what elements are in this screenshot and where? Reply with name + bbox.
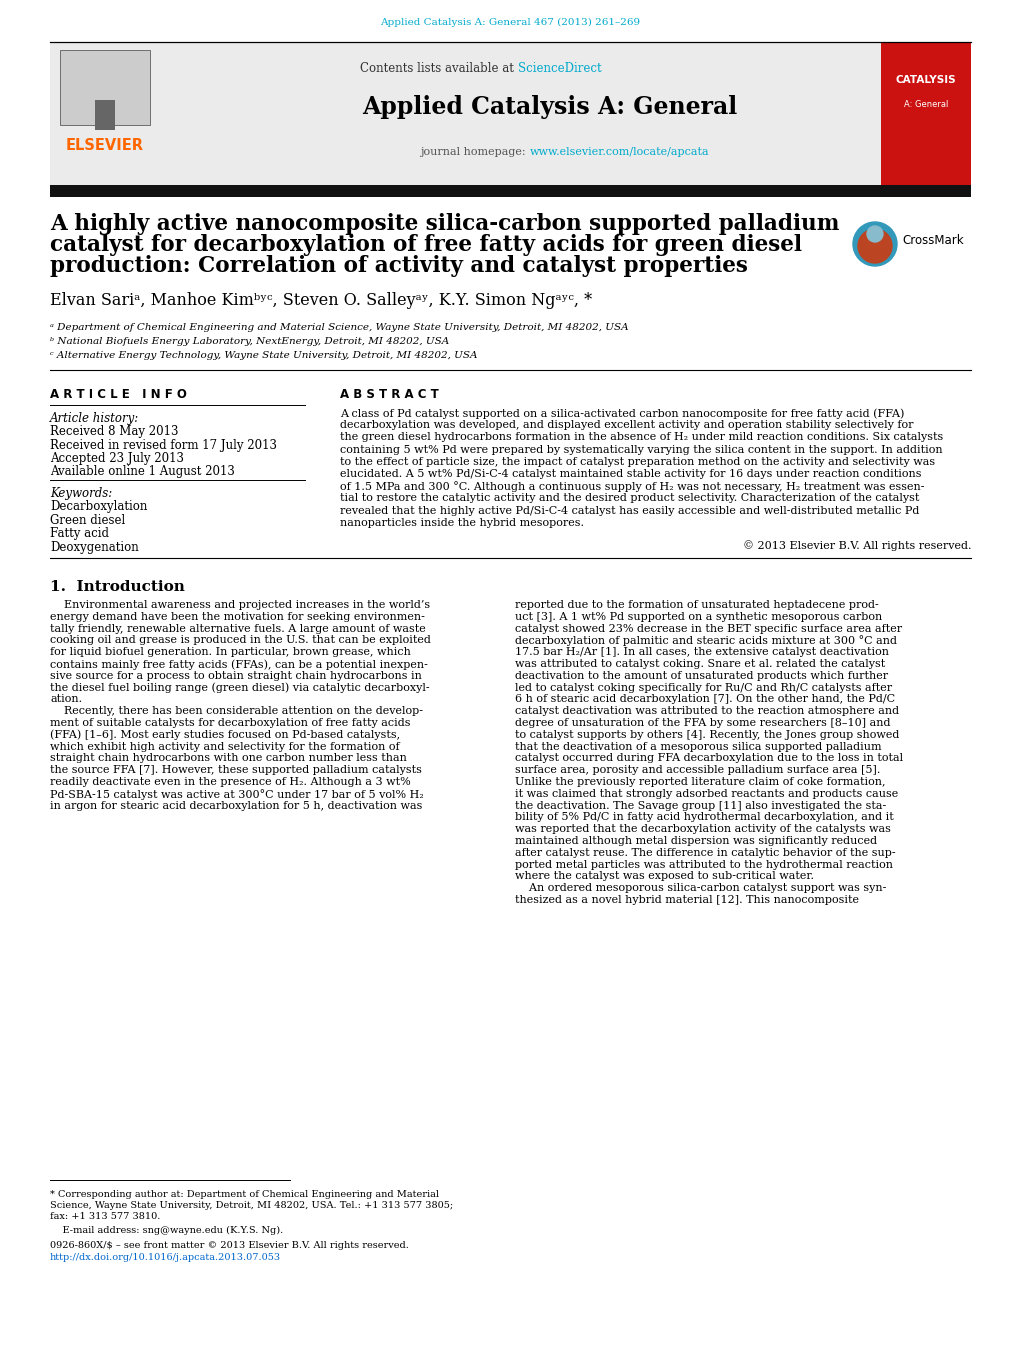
Text: elucidated. A 5 wt% Pd/Si-C-4 catalyst maintained stable activity for 16 days un: elucidated. A 5 wt% Pd/Si-C-4 catalyst m… [340, 469, 922, 480]
Text: 6 h of stearic acid decarboxylation [7]. On the other hand, the Pd/C: 6 h of stearic acid decarboxylation [7].… [515, 694, 895, 704]
Text: Accepted 23 July 2013: Accepted 23 July 2013 [50, 453, 184, 465]
Text: tally friendly, renewable alternative fuels. A large amount of waste: tally friendly, renewable alternative fu… [50, 624, 426, 634]
Text: the source FFA [7]. However, these supported palladium catalysts: the source FFA [7]. However, these suppo… [50, 765, 422, 775]
Text: Environmental awareness and projected increases in the world’s: Environmental awareness and projected in… [50, 600, 430, 611]
Text: Elvan Sariᵃ, Manhoe Kimᵇʸᶜ, Steven O. Salleyᵃʸ, K.Y. Simon Ngᵃʸᶜ, *: Elvan Sariᵃ, Manhoe Kimᵇʸᶜ, Steven O. Sa… [50, 292, 592, 309]
Text: ScienceDirect: ScienceDirect [518, 62, 601, 76]
Bar [60, 50, 150, 126]
Text: reported due to the formation of unsaturated heptadecene prod-: reported due to the formation of unsatur… [515, 600, 879, 611]
Text: Decarboxylation: Decarboxylation [50, 500, 147, 513]
Text: of 1.5 MPa and 300 °C. Although a continuous supply of H₂ was not necessary, H₂ : of 1.5 MPa and 300 °C. Although a contin… [340, 481, 924, 492]
Text: ᵃ Department of Chemical Engineering and Material Science, Wayne State Universit: ᵃ Department of Chemical Engineering and… [50, 323, 629, 332]
Text: catalyst deactivation was attributed to the reaction atmosphere and: catalyst deactivation was attributed to … [515, 707, 900, 716]
Text: decarboxylation was developed, and displayed excellent activity and operation st: decarboxylation was developed, and displ… [340, 420, 914, 430]
Text: maintained although metal dispersion was significantly reduced: maintained although metal dispersion was… [515, 836, 877, 846]
Text: deactivation to the amount of unsaturated products which further: deactivation to the amount of unsaturate… [515, 671, 888, 681]
Text: ᶜ Alternative Energy Technology, Wayne State University, Detroit, MI 48202, USA: ᶜ Alternative Energy Technology, Wayne S… [50, 351, 478, 359]
Text: which exhibit high activity and selectivity for the formation of: which exhibit high activity and selectiv… [50, 742, 399, 751]
Text: the green diesel hydrocarbons formation in the absence of H₂ under mild reaction: the green diesel hydrocarbons formation … [340, 432, 943, 442]
Text: where the catalyst was exposed to sub-critical water.: where the catalyst was exposed to sub-cr… [515, 871, 814, 881]
Text: http://dx.doi.org/10.1016/j.apcata.2013.07.053: http://dx.doi.org/10.1016/j.apcata.2013.… [50, 1252, 281, 1262]
Text: Received 8 May 2013: Received 8 May 2013 [50, 426, 179, 438]
Text: catalyst for decarboxylation of free fatty acids for green diesel: catalyst for decarboxylation of free fat… [50, 234, 803, 255]
Circle shape [867, 226, 883, 242]
Text: to catalyst supports by others [4]. Recently, the Jones group showed: to catalyst supports by others [4]. Rece… [515, 730, 900, 740]
Text: Unlike the previously reported literature claim of coke formation,: Unlike the previously reported literatur… [515, 777, 885, 788]
Text: in argon for stearic acid decarboxylation for 5 h, deactivation was: in argon for stearic acid decarboxylatio… [50, 801, 423, 811]
Text: Deoxygenation: Deoxygenation [50, 540, 139, 554]
Text: E-mail address: sng@wayne.edu (K.Y.S. Ng).: E-mail address: sng@wayne.edu (K.Y.S. Ng… [50, 1225, 283, 1235]
Text: production: Correlation of activity and catalyst properties: production: Correlation of activity and … [50, 255, 747, 277]
Text: © 2013 Elsevier B.V. All rights reserved.: © 2013 Elsevier B.V. All rights reserved… [742, 540, 971, 551]
Text: containing 5 wt% Pd were prepared by systematically varying the silica content i: containing 5 wt% Pd were prepared by sys… [340, 444, 942, 454]
Text: tial to restore the catalytic activity and the desired product selectivity. Char: tial to restore the catalytic activity a… [340, 493, 919, 504]
Text: was attributed to catalyst coking. Snare et al. related the catalyst: was attributed to catalyst coking. Snare… [515, 659, 885, 669]
Text: * Corresponding author at: Department of Chemical Engineering and Material: * Corresponding author at: Department of… [50, 1190, 439, 1198]
Text: ELSEVIER: ELSEVIER [66, 138, 144, 153]
Text: cooking oil and grease is produced in the U.S. that can be exploited: cooking oil and grease is produced in th… [50, 635, 431, 646]
Text: CATALYSIS: CATALYSIS [895, 76, 957, 85]
Text: Recently, there has been considerable attention on the develop-: Recently, there has been considerable at… [50, 707, 423, 716]
Text: Contents lists available at: Contents lists available at [359, 62, 518, 76]
Text: ment of suitable catalysts for decarboxylation of free fatty acids: ment of suitable catalysts for decarboxy… [50, 717, 410, 728]
Text: 0926-860X/$ – see front matter © 2013 Elsevier B.V. All rights reserved.: 0926-860X/$ – see front matter © 2013 El… [50, 1242, 408, 1250]
Text: energy demand have been the motivation for seeking environmen-: energy demand have been the motivation f… [50, 612, 425, 621]
Bar [50, 43, 971, 185]
Text: degree of unsaturation of the FFA by some researchers [8–10] and: degree of unsaturation of the FFA by som… [515, 717, 890, 728]
Text: surface area, porosity and accessible palladium surface area [5].: surface area, porosity and accessible pa… [515, 765, 880, 775]
Text: Keywords:: Keywords: [50, 486, 112, 500]
Text: catalyst showed 23% decrease in the BET specific surface area after: catalyst showed 23% decrease in the BET … [515, 624, 903, 634]
Text: ᵇ National Biofuels Energy Laboratory, NextEnergy, Detroit, MI 48202, USA: ᵇ National Biofuels Energy Laboratory, N… [50, 336, 449, 346]
Bar [50, 185, 971, 197]
Circle shape [853, 222, 897, 266]
Text: CrossMark: CrossMark [902, 234, 964, 246]
Text: An ordered mesoporous silica-carbon catalyst support was syn-: An ordered mesoporous silica-carbon cata… [515, 884, 886, 893]
Text: A R T I C L E   I N F O: A R T I C L E I N F O [50, 388, 187, 401]
Text: sive source for a process to obtain straight chain hydrocarbons in: sive source for a process to obtain stra… [50, 671, 422, 681]
Text: Pd-SBA-15 catalyst was active at 300°C under 17 bar of 5 vol% H₂: Pd-SBA-15 catalyst was active at 300°C u… [50, 789, 424, 800]
Text: straight chain hydrocarbons with one carbon number less than: straight chain hydrocarbons with one car… [50, 754, 407, 763]
Text: A class of Pd catalyst supported on a silica-activated carbon nanocomposite for : A class of Pd catalyst supported on a si… [340, 408, 905, 419]
Text: Science, Wayne State University, Detroit, MI 48202, USA. Tel.: +1 313 577 3805;: Science, Wayne State University, Detroit… [50, 1201, 453, 1210]
Circle shape [858, 230, 892, 263]
Text: 1.  Introduction: 1. Introduction [50, 580, 185, 594]
Text: Applied Catalysis A: General 467 (2013) 261–269: Applied Catalysis A: General 467 (2013) … [381, 18, 640, 27]
Text: Article history:: Article history: [50, 412, 139, 426]
Text: thesized as a novel hybrid material [12]. This nanocomposite: thesized as a novel hybrid material [12]… [515, 894, 859, 905]
Text: that the deactivation of a mesoporous silica supported palladium: that the deactivation of a mesoporous si… [515, 742, 881, 751]
Text: A: General: A: General [904, 100, 949, 109]
Text: readily deactivate even in the presence of H₂. Although a 3 wt%: readily deactivate even in the presence … [50, 777, 410, 788]
Text: was reported that the decarboxylation activity of the catalysts was: was reported that the decarboxylation ac… [515, 824, 891, 834]
Text: fax: +1 313 577 3810.: fax: +1 313 577 3810. [50, 1212, 160, 1221]
Text: revealed that the highly active Pd/Si-C-4 catalyst has easily accessible and wel: revealed that the highly active Pd/Si-C-… [340, 505, 919, 516]
Text: Applied Catalysis A: General: Applied Catalysis A: General [361, 95, 737, 119]
Text: bility of 5% Pd/C in fatty acid hydrothermal decarboxylation, and it: bility of 5% Pd/C in fatty acid hydrothe… [515, 812, 893, 823]
Text: 17.5 bar H₂/Ar [1]. In all cases, the extensive catalyst deactivation: 17.5 bar H₂/Ar [1]. In all cases, the ex… [515, 647, 889, 657]
Text: journal homepage:: journal homepage: [421, 147, 530, 157]
Text: to the effect of particle size, the impact of catalyst preparation method on the: to the effect of particle size, the impa… [340, 457, 935, 467]
Text: A highly active nanocomposite silica-carbon supported palladium: A highly active nanocomposite silica-car… [50, 213, 839, 235]
Text: the deactivation. The Savage group [11] also investigated the sta-: the deactivation. The Savage group [11] … [515, 801, 886, 811]
Text: A B S T R A C T: A B S T R A C T [340, 388, 439, 401]
Text: decarboxylation of palmitic and stearic acids mixture at 300 °C and: decarboxylation of palmitic and stearic … [515, 635, 897, 646]
Text: contains mainly free fatty acids (FFAs), can be a potential inexpen-: contains mainly free fatty acids (FFAs),… [50, 659, 428, 670]
Bar [95, 100, 115, 130]
Text: the diesel fuel boiling range (green diesel) via catalytic decarboxyl-: the diesel fuel boiling range (green die… [50, 682, 430, 693]
Text: ation.: ation. [50, 694, 82, 704]
Text: (FFA) [1–6]. Most early studies focused on Pd-based catalysts,: (FFA) [1–6]. Most early studies focused … [50, 730, 400, 740]
Text: Green diesel: Green diesel [50, 513, 126, 527]
Text: led to catalyst coking specifically for Ru/C and Rh/C catalysts after: led to catalyst coking specifically for … [515, 682, 892, 693]
Bar [881, 43, 971, 185]
Text: Received in revised form 17 July 2013: Received in revised form 17 July 2013 [50, 439, 277, 451]
Text: after catalyst reuse. The difference in catalytic behavior of the sup-: after catalyst reuse. The difference in … [515, 848, 895, 858]
Text: for liquid biofuel generation. In particular, brown grease, which: for liquid biofuel generation. In partic… [50, 647, 410, 657]
Text: it was claimed that strongly adsorbed reactants and products cause: it was claimed that strongly adsorbed re… [515, 789, 898, 798]
Text: Fatty acid: Fatty acid [50, 527, 109, 540]
Text: ported metal particles was attributed to the hydrothermal reaction: ported metal particles was attributed to… [515, 859, 893, 870]
Text: Available online 1 August 2013: Available online 1 August 2013 [50, 466, 235, 478]
Text: nanoparticles inside the hybrid mesopores.: nanoparticles inside the hybrid mesopore… [340, 517, 584, 528]
Text: www.elsevier.com/locate/apcata: www.elsevier.com/locate/apcata [530, 147, 710, 157]
Text: uct [3]. A 1 wt% Pd supported on a synthetic mesoporous carbon: uct [3]. A 1 wt% Pd supported on a synth… [515, 612, 882, 621]
Text: catalyst occurred during FFA decarboxylation due to the loss in total: catalyst occurred during FFA decarboxyla… [515, 754, 904, 763]
